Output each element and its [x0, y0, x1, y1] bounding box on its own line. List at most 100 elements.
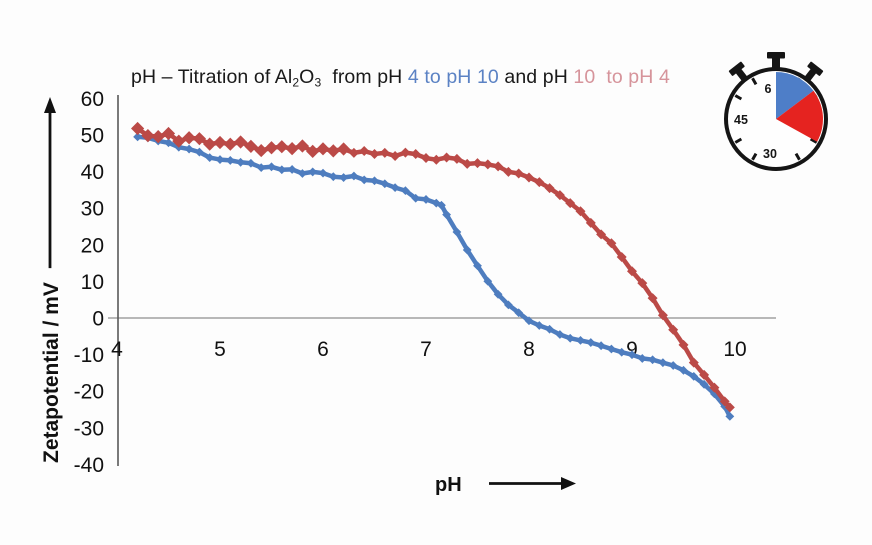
data-point-marker [184, 144, 194, 154]
data-point-marker [483, 276, 493, 286]
data-point-marker [277, 165, 287, 175]
data-point-marker [349, 171, 359, 181]
data-point-marker [627, 266, 637, 277]
data-point-marker [482, 159, 493, 170]
data-point-marker [493, 289, 503, 299]
stopwatch-label-left: 45 [734, 113, 748, 127]
data-point-marker [616, 252, 627, 263]
x-tick-label: 5 [214, 338, 226, 361]
data-point-marker [637, 354, 647, 363]
data-point-marker [596, 341, 606, 351]
stopwatch-label-top: 6 [765, 82, 772, 96]
data-point-marker [452, 227, 462, 237]
x-axis-tick-labels: 4 5 6 7 8 9 10 [111, 338, 747, 361]
data-point-marker [246, 158, 256, 168]
y-tick-label: 0 [92, 308, 104, 331]
data-point-marker [267, 162, 276, 172]
y-tick-label: 10 [81, 271, 104, 294]
data-point-marker [223, 137, 237, 151]
data-point-marker [647, 293, 658, 304]
data-point-marker [203, 137, 217, 151]
y-tick-label: -10 [74, 344, 104, 367]
data-point-marker [544, 183, 555, 194]
data-point-marker [504, 300, 513, 310]
data-point-marker [699, 369, 710, 380]
stopwatch-wedge [776, 90, 823, 142]
data-point-marker [555, 330, 565, 339]
data-point-marker [172, 134, 186, 148]
data-point-marker [442, 210, 451, 220]
data-point-marker [719, 396, 730, 407]
data-point-marker [524, 316, 534, 326]
data-point-marker [545, 324, 554, 334]
data-point-marker [287, 165, 297, 174]
data-point-marker [575, 206, 586, 217]
data-point-marker [554, 190, 565, 201]
data-point-marker [244, 139, 258, 153]
data-point-marker [534, 321, 544, 330]
data-point-marker [688, 357, 699, 368]
data-point-marker [308, 167, 318, 177]
x-tick-label: 9 [626, 338, 638, 361]
data-point-marker [131, 121, 145, 136]
data-point-marker [678, 339, 689, 350]
data-point-marker [437, 200, 446, 210]
data-point-marker [133, 132, 142, 142]
data-point-marker [534, 177, 545, 188]
data-point-marker [161, 126, 176, 141]
title-segment: 3 [314, 75, 322, 90]
data-point-marker [401, 186, 410, 196]
data-point-marker [617, 347, 627, 357]
chart-title: pH – Titration of Al2O3 from pH 4 to pH … [131, 64, 670, 95]
data-point-marker [637, 278, 648, 289]
data-point-marker [679, 365, 688, 375]
data-point-marker [524, 172, 534, 183]
data-point-marker [298, 169, 307, 178]
data-point-marker [725, 411, 735, 421]
data-point-marker [410, 149, 421, 160]
y-tick-label: 40 [81, 161, 104, 184]
y-tick-label: 50 [81, 125, 104, 148]
data-point-marker [370, 176, 379, 186]
data-point-marker [151, 130, 165, 144]
title-segment: 2 [292, 75, 300, 90]
series-ph10-to-ph4 [131, 121, 735, 413]
data-point-marker [462, 158, 473, 169]
data-point-marker [318, 168, 328, 178]
data-point-marker [164, 138, 173, 148]
data-point-marker [607, 344, 616, 354]
x-tick-label: 7 [420, 338, 432, 361]
data-point-marker [264, 141, 279, 155]
title-segment: 10 to pH 4 [573, 66, 670, 88]
data-point-marker [195, 147, 204, 157]
y-axis-tick-labels: 60 50 40 30 20 10 0 -10 -20 -30 -40 [74, 88, 104, 477]
title-segment: and pH [498, 66, 574, 88]
y-tick-label: -40 [74, 454, 104, 477]
data-point-marker [431, 154, 442, 165]
data-point-marker [668, 361, 678, 370]
data-point-marker [326, 144, 340, 158]
data-point-marker [462, 245, 472, 255]
data-point-marker [379, 147, 390, 158]
title-segment: from pH [321, 66, 408, 88]
data-point-marker [658, 358, 668, 368]
data-point-marker [576, 336, 585, 345]
y-tick-label: 20 [81, 234, 104, 257]
data-point-marker [339, 173, 348, 182]
x-axis-arrow-head-icon [561, 477, 576, 490]
data-point-marker [493, 161, 504, 172]
data-point-marker [215, 155, 225, 164]
data-point-marker [359, 175, 369, 185]
data-point-marker [285, 142, 299, 156]
data-point-marker [295, 139, 309, 153]
x-tick-label: 8 [523, 338, 535, 361]
data-point-marker [648, 355, 657, 365]
data-point-marker [724, 402, 735, 413]
data-point-marker [513, 168, 524, 179]
series-ph4-to-ph10 [133, 132, 735, 421]
data-point-marker [451, 153, 462, 164]
title-segment: pH – Titration of Al [131, 66, 293, 88]
y-tick-label: -30 [74, 417, 104, 440]
